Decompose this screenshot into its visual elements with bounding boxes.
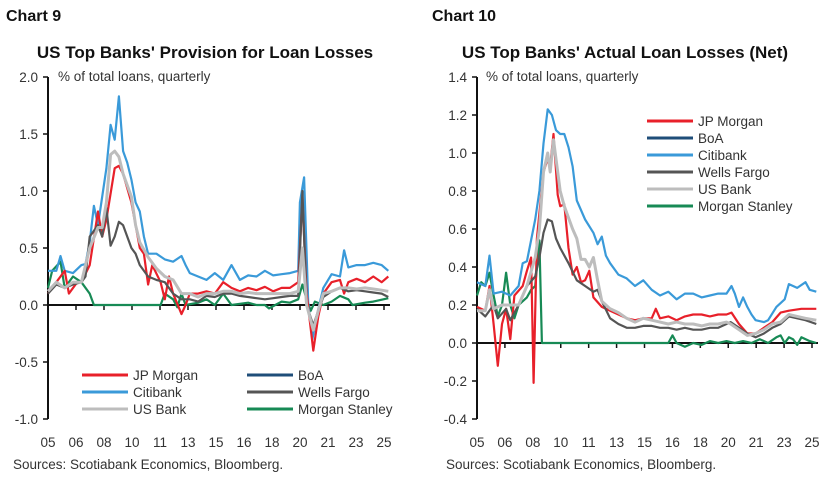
chart-title: US Top Banks' Provision for Loan Losses: [37, 43, 373, 62]
x-tick-label: 06: [497, 435, 512, 450]
chart-number: Chart 9: [6, 8, 61, 25]
x-tick-label: 20: [292, 435, 307, 450]
y-tick-label: -1.0: [15, 412, 38, 427]
y-tick-label: 1.2: [448, 108, 467, 123]
legend-label: BoA: [698, 131, 724, 146]
x-tick-label: 11: [582, 435, 596, 450]
x-tick-label: 21: [749, 435, 764, 450]
x-tick-label: 23: [777, 435, 792, 450]
x-tick-label: 11: [153, 435, 167, 450]
y-tick-label: 1.0: [19, 184, 38, 199]
y-tick-label: 0.0: [19, 298, 38, 313]
x-tick-label: 18: [693, 435, 708, 450]
y-tick-label: 1.5: [19, 127, 38, 142]
legend-label: Wells Fargo: [298, 385, 370, 400]
y-axis-label: % of total loans, quarterly: [58, 69, 211, 84]
x-tick-label: 10: [124, 435, 139, 450]
series-line-jp-morgan: [476, 132, 817, 384]
y-tick-label: 0.8: [448, 184, 467, 199]
chart-9: Chart 9 US Top Banks' Provision for Loan …: [6, 8, 393, 472]
x-tick-label: 05: [40, 435, 55, 450]
legend-label: Wells Fargo: [698, 165, 770, 180]
series-line-citibank: [476, 108, 817, 324]
legend-label: Morgan Stanley: [698, 199, 793, 214]
x-tick-label: 21: [320, 435, 335, 450]
legend-label: Morgan Stanley: [298, 402, 393, 417]
x-tick-label: 08: [96, 435, 111, 450]
y-tick-label: -0.2: [444, 374, 467, 389]
legend: JP Morgan BoA Citibank Wells Fargo US Bank Mo…: [82, 368, 393, 417]
y-tick-label: -0.5: [15, 355, 38, 370]
y-axis-label: % of total loans, quarterly: [486, 69, 639, 84]
y-tick-label: 1.4: [448, 70, 467, 85]
x-tick-label: 18: [264, 435, 279, 450]
x-tick-label: 16: [236, 435, 251, 450]
x-tick-label: 13: [180, 435, 195, 450]
y-tick-label: 2.0: [19, 70, 38, 85]
x-tick-label: 25: [804, 435, 819, 450]
series-line-morgan-stanley: [46, 260, 389, 312]
x-tick-label: 15: [637, 435, 652, 450]
legend-label: BoA: [298, 368, 324, 383]
x-tick-label: 05: [469, 435, 484, 450]
legend-label: Citibank: [698, 148, 747, 163]
x-tick-label: 15: [208, 435, 223, 450]
y-tick-label: 0.5: [19, 241, 38, 256]
y-tick-label: 1.0: [448, 146, 467, 161]
x-tick-label: 10: [553, 435, 568, 450]
series-line-us-bank: [46, 149, 389, 332]
series-line-us-bank: [477, 138, 817, 337]
chart-title: US Top Banks' Actual Loan Losses (Net): [462, 43, 788, 62]
series-line-jp-morgan: [47, 164, 390, 352]
y-tick-label: 0.4: [448, 260, 467, 275]
legend-label: US Bank: [133, 402, 187, 417]
source-note: Sources: Scotiabank Economics, Bloomberg…: [13, 457, 283, 472]
y-tick-label: -0.4: [444, 412, 468, 427]
chart-10: Chart 10 US Top Banks' Actual Loan Losses…: [432, 8, 820, 472]
x-tick-label: 16: [665, 435, 680, 450]
x-tick-label: 25: [376, 435, 391, 450]
x-tick-label: 13: [609, 435, 624, 450]
source-note: Sources: Scotiabank Economics, Bloomberg…: [446, 457, 716, 472]
y-tick-label: 0.6: [448, 222, 467, 237]
legend: JP Morgan BoA Citibank Wells Fargo US Bank Mo…: [647, 114, 793, 214]
chart-number: Chart 10: [432, 8, 496, 25]
x-tick-label: 08: [525, 435, 540, 450]
x-tick-label: 20: [721, 435, 736, 450]
legend-label: Citibank: [133, 385, 182, 400]
x-tick-label: 23: [348, 435, 363, 450]
series-line-morgan-stanley: [475, 239, 817, 348]
legend-label: JP Morgan: [698, 114, 763, 129]
x-tick-label: 06: [68, 435, 83, 450]
y-tick-label: 0.2: [448, 298, 467, 313]
legend-label: US Bank: [698, 182, 752, 197]
y-tick-label: 0.0: [448, 336, 467, 351]
legend-label: JP Morgan: [133, 368, 198, 383]
